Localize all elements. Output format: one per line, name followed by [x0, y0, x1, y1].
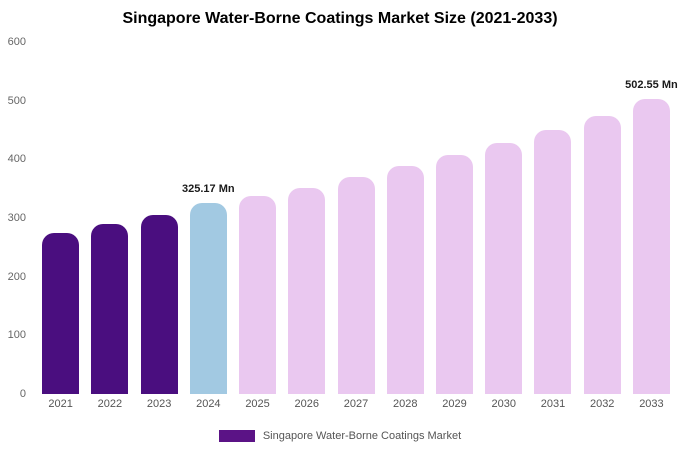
bar-slot — [282, 42, 331, 394]
y-tick-label: 200 — [7, 270, 26, 283]
bar-2025 — [239, 196, 277, 394]
bar-slot — [430, 42, 479, 394]
x-tick-label: 2033 — [639, 398, 664, 410]
bar-slot — [381, 42, 430, 394]
y-tick-label: 600 — [7, 36, 26, 48]
bar-2022 — [91, 223, 129, 394]
bar-column: 2031 — [528, 42, 577, 414]
bar-column: 2025 — [233, 42, 282, 414]
legend-swatch — [218, 430, 255, 442]
x-tick-label: 2026 — [294, 398, 320, 410]
bar-column: 2033 502.55 Mn — [625, 42, 678, 414]
bar-2027 — [337, 176, 375, 394]
bar-column: 2023 — [134, 42, 183, 414]
bar-column: 2032 — [578, 42, 627, 414]
chart-title: Singapore Water-Borne Coatings Market Si… — [122, 10, 558, 27]
x-tick-label: 2031 — [540, 398, 566, 410]
bar-slot — [578, 42, 627, 394]
y-tick-label: 0 — [19, 388, 26, 400]
bar-slot — [184, 42, 233, 394]
x-tick-label: 2025 — [245, 398, 270, 410]
bar-column: 2029 — [430, 42, 479, 414]
y-axis: 0 100 200 300 400 500 600 — [0, 36, 28, 400]
bar-2030 — [485, 142, 523, 394]
bar-2029 — [435, 155, 473, 394]
x-tick-label: 2021 — [48, 398, 73, 410]
bar-slot — [331, 42, 380, 394]
bar-2031 — [534, 130, 572, 394]
bar-slot — [528, 42, 577, 394]
bar-2032 — [583, 115, 621, 394]
y-tick-label: 500 — [7, 94, 26, 107]
bar-slot — [134, 42, 183, 394]
bar-slot — [627, 42, 676, 394]
bar-value-label: 502.55 Mn — [625, 79, 678, 92]
bar-column: 2024 325.17 Mn — [182, 42, 235, 414]
bar-2033 — [632, 99, 670, 394]
x-tick-label: 2030 — [491, 398, 516, 410]
x-tick-label: 2022 — [97, 398, 123, 410]
bar-slot — [233, 42, 282, 394]
bar-column: 2027 — [331, 42, 380, 414]
x-tick-label: 2027 — [343, 398, 369, 410]
bar-2028 — [386, 166, 424, 394]
x-tick-label: 2029 — [442, 398, 467, 410]
y-tick-label: 300 — [7, 212, 26, 224]
x-tick-label: 2024 — [196, 398, 221, 410]
bar-2026 — [288, 187, 326, 394]
y-tick-label: 400 — [7, 153, 26, 166]
bar-value-label: 325.17 Mn — [182, 183, 235, 196]
legend: Singapore Water-Borne Coatings Market — [0, 430, 680, 442]
y-tick-label: 100 — [7, 329, 26, 342]
plot-area: 2021 2022 2023 2024 325.17 Mn 2025 2026 2027 202… — [36, 42, 678, 414]
bar-column: 2021 — [36, 42, 85, 414]
bar-slot — [85, 42, 134, 394]
bar-column: 2026 — [282, 42, 331, 414]
bar-column: 2030 — [479, 42, 528, 414]
bar-2023 — [140, 215, 178, 394]
bar-slot — [479, 42, 528, 394]
x-tick-label: 2032 — [589, 398, 615, 410]
bar-2021 — [42, 232, 80, 394]
bar-column: 2022 — [85, 42, 134, 414]
x-tick-label: 2028 — [393, 398, 418, 410]
x-tick-label: 2023 — [146, 398, 172, 410]
legend-label: Singapore Water-Borne Coatings Market — [262, 430, 462, 442]
bar-slot — [36, 42, 85, 394]
bar-column: 2028 — [381, 42, 430, 414]
bar-2024 — [189, 203, 227, 394]
